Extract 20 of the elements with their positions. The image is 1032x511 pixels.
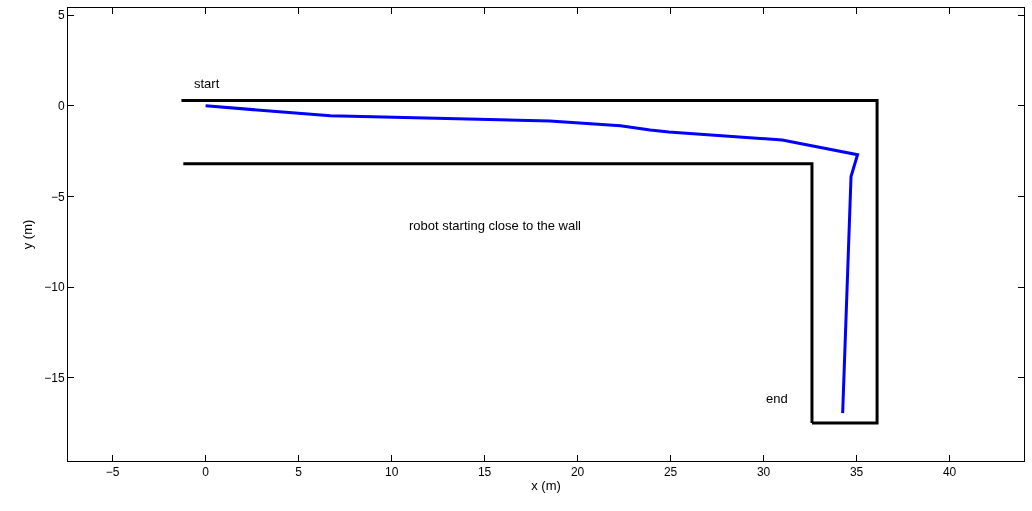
annotation: end [766, 391, 788, 406]
y-tick-label: −15 [44, 370, 65, 385]
y-tick-label: −10 [44, 280, 65, 295]
x-tick-label: 25 [663, 465, 678, 480]
y-tick-label: 5 [57, 8, 65, 23]
annotation: robot starting close to the wall [409, 218, 582, 233]
x-tick-label: 20 [570, 465, 585, 480]
x-tick-label: 40 [942, 465, 957, 480]
annotation: start [194, 76, 220, 91]
x-tick-label: 10 [384, 465, 399, 480]
x-axis-title: x (m) [531, 478, 561, 493]
x-tick-label: −5 [105, 465, 120, 480]
x-tick-label: 15 [477, 465, 492, 480]
x-tick-label: 5 [295, 465, 303, 480]
y-axis-title: y (m) [20, 219, 36, 250]
y-tick-label: −5 [50, 189, 65, 204]
x-tick-label: 0 [202, 465, 210, 480]
y-tick-label: 0 [57, 99, 65, 114]
x-tick-label: 35 [849, 465, 864, 480]
x-tick-label: 30 [756, 465, 771, 480]
